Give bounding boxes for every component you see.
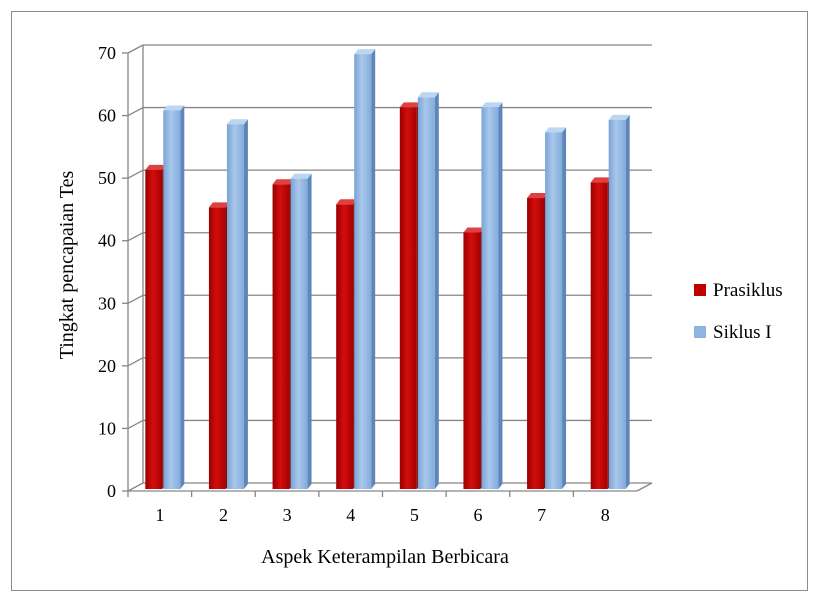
y-tick-label: 70 — [98, 43, 116, 63]
x-tick-label: 6 — [473, 505, 482, 525]
gridline-side — [127, 419, 144, 430]
floor-right-edge — [636, 482, 653, 492]
bar-prasiklus-2 — [208, 202, 230, 489]
legend-label-siklus-i: Siklus I — [713, 322, 772, 343]
y-tick-label: 60 — [98, 106, 116, 126]
y-axis-title: Tingkat pencapaian Tes — [56, 171, 78, 360]
bar-siklus-i-2 — [226, 119, 248, 490]
gridline-side — [127, 169, 144, 179]
bars-group — [145, 49, 630, 490]
gridline-side — [127, 44, 144, 54]
x-tick-label: 1 — [155, 505, 164, 525]
bar-prasiklus-3 — [272, 179, 294, 489]
chart-floor — [128, 482, 653, 492]
x-axis-title: Aspek Keterampilan Berbicara — [261, 546, 509, 568]
chart-back-wall — [127, 44, 652, 492]
bar-siklus-i-6 — [481, 102, 503, 490]
y-tick-label: 40 — [98, 231, 116, 251]
axes-group: 0 10 20 30 40 50 60 70 1 2 3 4 5 6 7 8 — [98, 43, 610, 525]
bar-prasiklus-7 — [527, 193, 549, 490]
gridline-side — [127, 232, 144, 242]
bar-prasiklus-5 — [399, 102, 421, 490]
y-tick-label: 10 — [98, 418, 116, 438]
legend: Prasiklus Siklus I — [694, 280, 783, 343]
bar-siklus-i-1 — [163, 105, 185, 489]
bar-prasiklus-1 — [145, 164, 167, 489]
bar-siklus-i-7 — [545, 127, 567, 490]
bar-siklus-i-4 — [354, 49, 376, 489]
gridline-side — [127, 357, 144, 367]
bar-siklus-i-5 — [417, 92, 439, 489]
x-tick-label: 2 — [219, 505, 228, 525]
bar-prasiklus-6 — [463, 227, 485, 489]
bar-siklus-i-8 — [608, 114, 630, 489]
y-tick-label: 0 — [107, 481, 116, 501]
x-tick-label: 3 — [283, 505, 292, 525]
legend-swatch-prasiklus — [694, 284, 706, 296]
bar-siklus-i-3 — [290, 173, 312, 489]
bar-prasiklus-4 — [336, 199, 358, 490]
y-tick-label: 30 — [98, 293, 116, 313]
x-tick-label: 8 — [601, 505, 610, 525]
gridline-side — [127, 482, 144, 492]
bar-prasiklus-8 — [590, 177, 612, 489]
x-tick-label: 7 — [537, 505, 546, 525]
legend-swatch-siklus-i — [694, 326, 706, 338]
x-tick-label: 5 — [410, 505, 419, 525]
y-tick-label: 50 — [98, 168, 116, 188]
y-tick-label: 20 — [98, 356, 116, 376]
x-tick-label: 4 — [346, 505, 355, 525]
gridline-side — [127, 106, 144, 117]
gridline-side — [127, 294, 144, 304]
legend-label-prasiklus: Prasiklus — [713, 280, 783, 301]
